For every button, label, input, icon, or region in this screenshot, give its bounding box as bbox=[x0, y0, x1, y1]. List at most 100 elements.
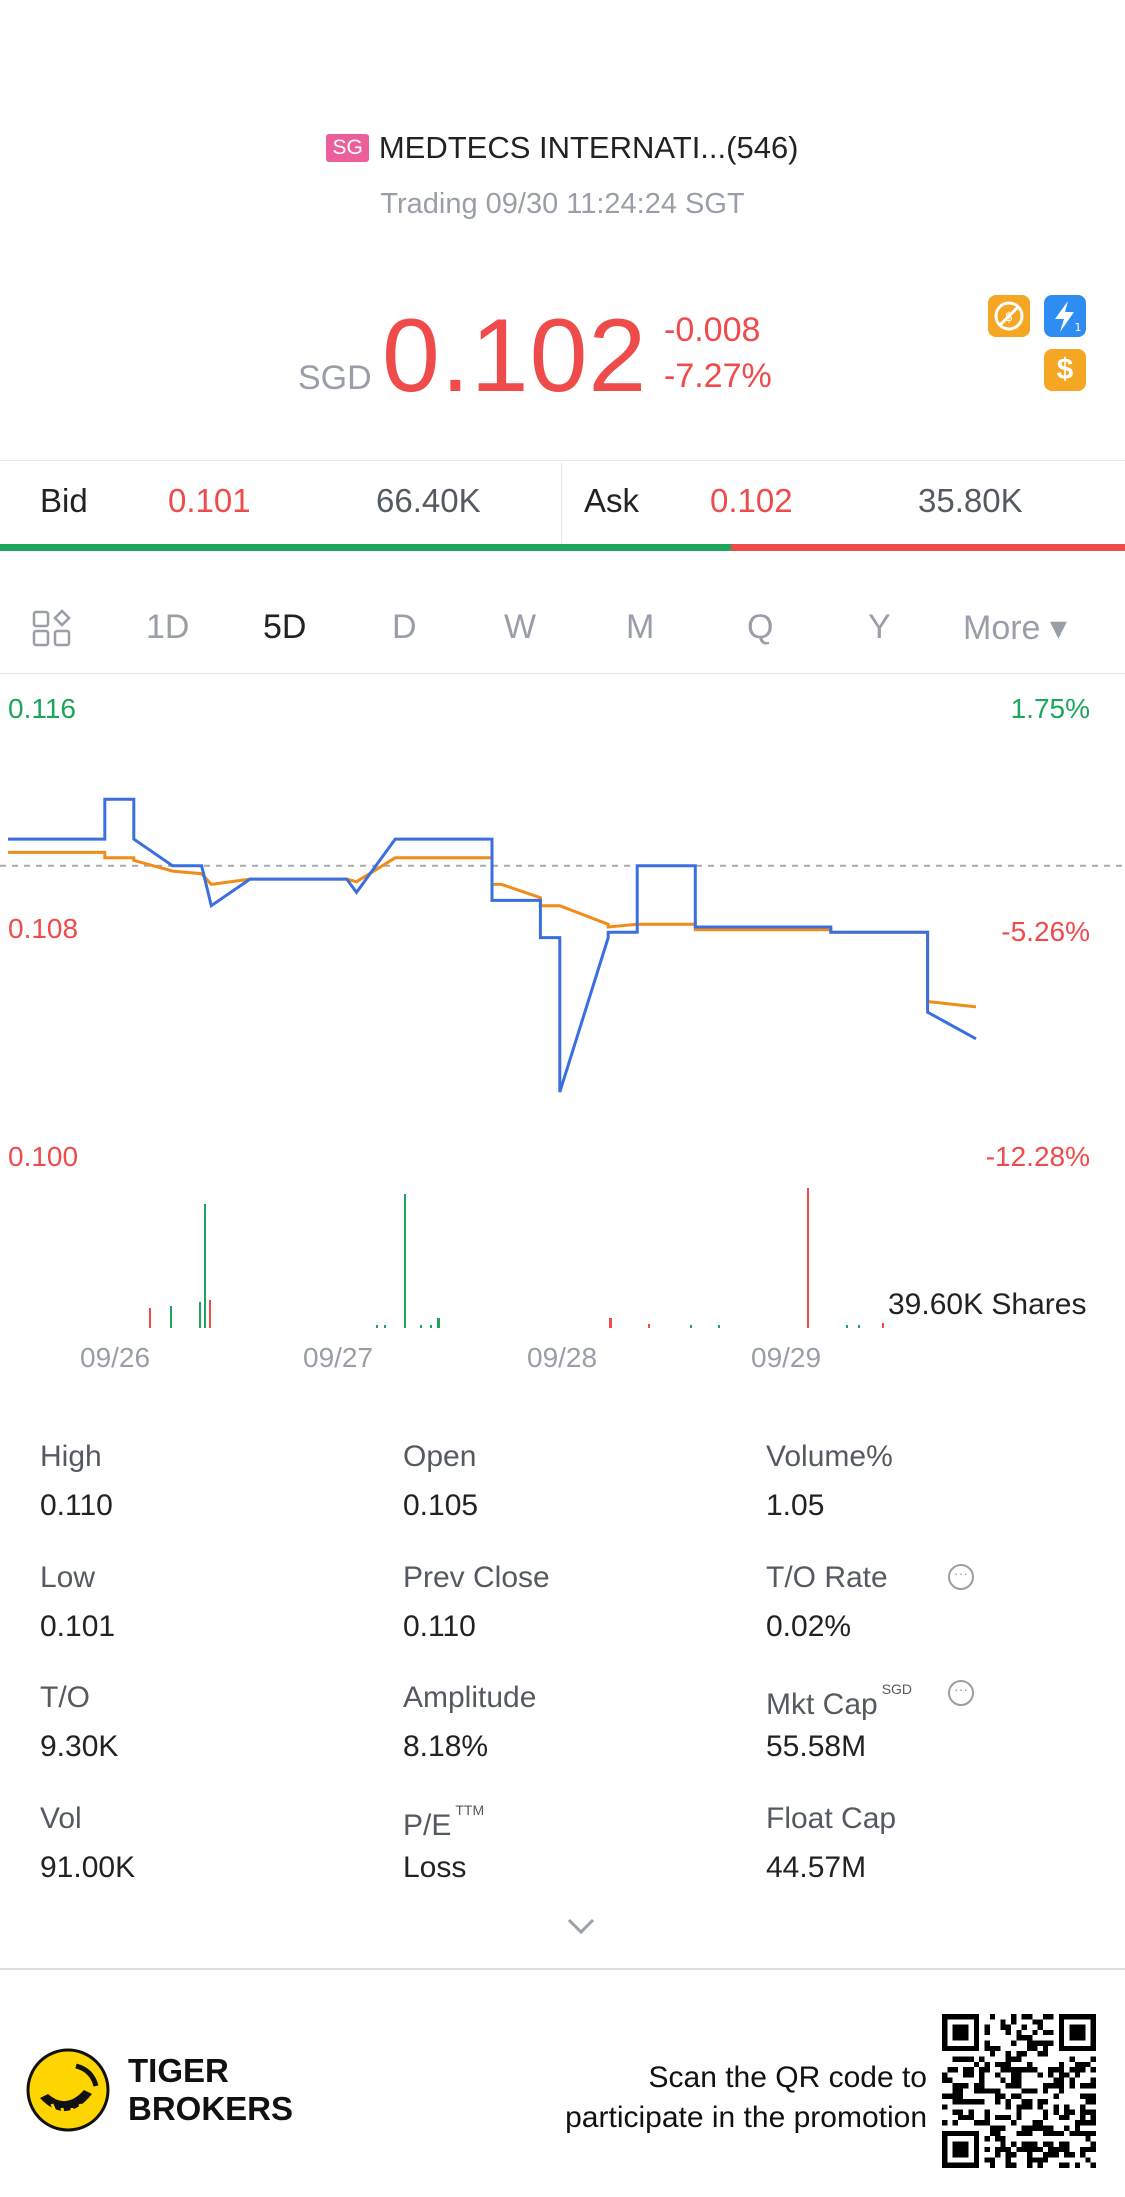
stat-value-turnover: 9.30K bbox=[40, 1730, 119, 1763]
volume-bar bbox=[430, 1325, 432, 1328]
volume-bars bbox=[149, 1188, 884, 1328]
volume-label: 39.60K Shares bbox=[888, 1288, 1087, 1322]
stat-value-high: 0.110 bbox=[40, 1489, 113, 1522]
avg-price-line bbox=[8, 850, 977, 1009]
stat-label-pe: P/E TTM bbox=[403, 1802, 484, 1843]
qr-code[interactable] bbox=[942, 2014, 1096, 2168]
volume-bar bbox=[420, 1325, 422, 1328]
divider bbox=[0, 673, 1125, 674]
stat-label-vol: Vol bbox=[40, 1802, 82, 1835]
stat-value-pe: Loss bbox=[403, 1851, 467, 1884]
promo-text: Scan the QR code to participate in the p… bbox=[565, 2058, 927, 2138]
dollar-icon[interactable]: $ bbox=[1044, 349, 1086, 391]
tab-y[interactable]: Y bbox=[868, 608, 891, 646]
bid-ask-divider bbox=[561, 462, 562, 546]
tab-1d[interactable]: 1D bbox=[146, 608, 190, 646]
volume-bar bbox=[204, 1204, 206, 1328]
y-axis-max: 0.116 bbox=[8, 693, 76, 724]
volume-bar bbox=[846, 1325, 848, 1328]
volume-bar bbox=[404, 1194, 406, 1328]
level1-icon[interactable]: 1 bbox=[1044, 295, 1086, 337]
stat-value-amplitude: 8.18% bbox=[403, 1730, 489, 1763]
tab-more[interactable]: More ▾ bbox=[963, 609, 1067, 647]
stat-label-turnover: T/O bbox=[40, 1681, 90, 1714]
stat-label-float-cap: Float Cap bbox=[766, 1802, 897, 1835]
more-info-icon[interactable]: ··· bbox=[948, 1680, 974, 1706]
tab-d[interactable]: D bbox=[392, 608, 417, 646]
price-chart[interactable] bbox=[0, 680, 1125, 1140]
change-value: -0.008 bbox=[664, 311, 761, 349]
pe-ttm: TTM bbox=[455, 1802, 485, 1818]
date-label: 09/28 bbox=[527, 1342, 598, 1373]
volume-bar bbox=[807, 1188, 809, 1328]
stock-name: MEDTECS INTERNATI...(546) bbox=[378, 130, 799, 165]
stat-label-high: High bbox=[40, 1440, 102, 1473]
brand-line1: TIGER bbox=[128, 2052, 229, 2089]
pe-label: P/E bbox=[403, 1809, 452, 1842]
currency-label: SGD bbox=[298, 359, 372, 397]
bid-price: 0.101 bbox=[168, 482, 251, 519]
more-info-icon[interactable]: ··· bbox=[948, 1564, 974, 1590]
tab-5d[interactable]: 5D bbox=[263, 608, 307, 646]
stat-label-prev-close: Prev Close bbox=[403, 1561, 550, 1594]
volume-bar bbox=[648, 1324, 650, 1328]
stat-label-mkt-cap: Mkt Cap SGD bbox=[766, 1681, 912, 1722]
stat-value-prev-close: 0.110 bbox=[403, 1610, 476, 1643]
stat-value-low: 0.101 bbox=[40, 1610, 116, 1643]
ask-size: 35.80K bbox=[918, 482, 1023, 519]
volume-bar bbox=[376, 1325, 378, 1328]
stat-value-volume-pct: 1.05 bbox=[766, 1489, 825, 1522]
y-axis-min: 0.100 bbox=[8, 1141, 79, 1172]
svg-text:$: $ bbox=[1005, 310, 1013, 325]
brand-line2: BROKERS bbox=[128, 2090, 294, 2127]
tiger-logo-icon bbox=[26, 2048, 110, 2132]
bid-ask-panel[interactable]: Bid 0.101 66.40K Ask 0.102 35.80K bbox=[0, 462, 1125, 546]
price-change: -0.008 -7.27% bbox=[664, 307, 772, 399]
svg-text:1: 1 bbox=[1075, 321, 1082, 334]
period-tabs: 1D 5D D W M Q Y More ▾ bbox=[0, 592, 1125, 666]
volume-bar bbox=[199, 1302, 201, 1328]
change-percent: -7.27% bbox=[664, 357, 772, 395]
stat-value-open: 0.105 bbox=[403, 1489, 479, 1522]
tab-q[interactable]: Q bbox=[747, 608, 774, 646]
mkt-cap-currency: SGD bbox=[881, 1681, 913, 1697]
chevron-down-icon[interactable] bbox=[566, 1916, 596, 1936]
date-label: 09/29 bbox=[751, 1342, 822, 1373]
volume-bar bbox=[437, 1318, 440, 1328]
promo-line1: Scan the QR code to bbox=[648, 2061, 928, 2094]
volume-bar bbox=[690, 1325, 692, 1328]
volume-bar bbox=[384, 1325, 386, 1328]
volume-bar bbox=[149, 1308, 151, 1328]
date-label: 09/27 bbox=[303, 1342, 374, 1373]
price-line bbox=[8, 797, 977, 1093]
market-tag: SG bbox=[326, 134, 369, 162]
stat-label-low: Low bbox=[40, 1561, 96, 1594]
bid-size: 66.40K bbox=[376, 482, 481, 519]
tab-w[interactable]: W bbox=[504, 608, 537, 646]
tab-m[interactable]: M bbox=[626, 608, 655, 646]
bid-volume-bar bbox=[0, 544, 731, 551]
stat-label-volume-pct: Volume% bbox=[766, 1440, 893, 1473]
y-axis-mid: 0.108 bbox=[8, 913, 79, 944]
volume-bar bbox=[858, 1325, 860, 1328]
stat-value-to-rate: 0.02% bbox=[766, 1610, 852, 1643]
stat-value-float-cap: 44.57M bbox=[766, 1851, 867, 1884]
volume-bar bbox=[718, 1325, 720, 1328]
date-label: 09/26 bbox=[80, 1342, 151, 1373]
mkt-cap-label: Mkt Cap bbox=[766, 1688, 878, 1721]
price-block: SGD 0.102 -0.008 -7.27% $ 1 $ bbox=[0, 295, 1125, 415]
promo-line2: participate in the promotion bbox=[565, 2101, 927, 2134]
stat-label-to-rate: T/O Rate bbox=[766, 1561, 888, 1594]
stock-title[interactable]: SG MEDTECS INTERNATI...(546) bbox=[0, 130, 1125, 166]
y-axis-pct-max: 1.75% bbox=[1010, 693, 1090, 724]
layout-grid-icon[interactable] bbox=[32, 608, 72, 648]
volume-chart[interactable] bbox=[0, 1180, 1125, 1328]
y-axis-pct-min: -12.28% bbox=[985, 1141, 1090, 1172]
ask-volume-bar bbox=[731, 544, 1125, 551]
y-axis-pct-mid: -5.26% bbox=[1001, 916, 1090, 947]
no-dividend-icon[interactable]: $ bbox=[988, 295, 1030, 337]
last-price: 0.102 bbox=[382, 298, 648, 414]
brand-name: TIGER BROKERS bbox=[128, 2052, 293, 2128]
stat-label-open: Open bbox=[403, 1440, 477, 1473]
